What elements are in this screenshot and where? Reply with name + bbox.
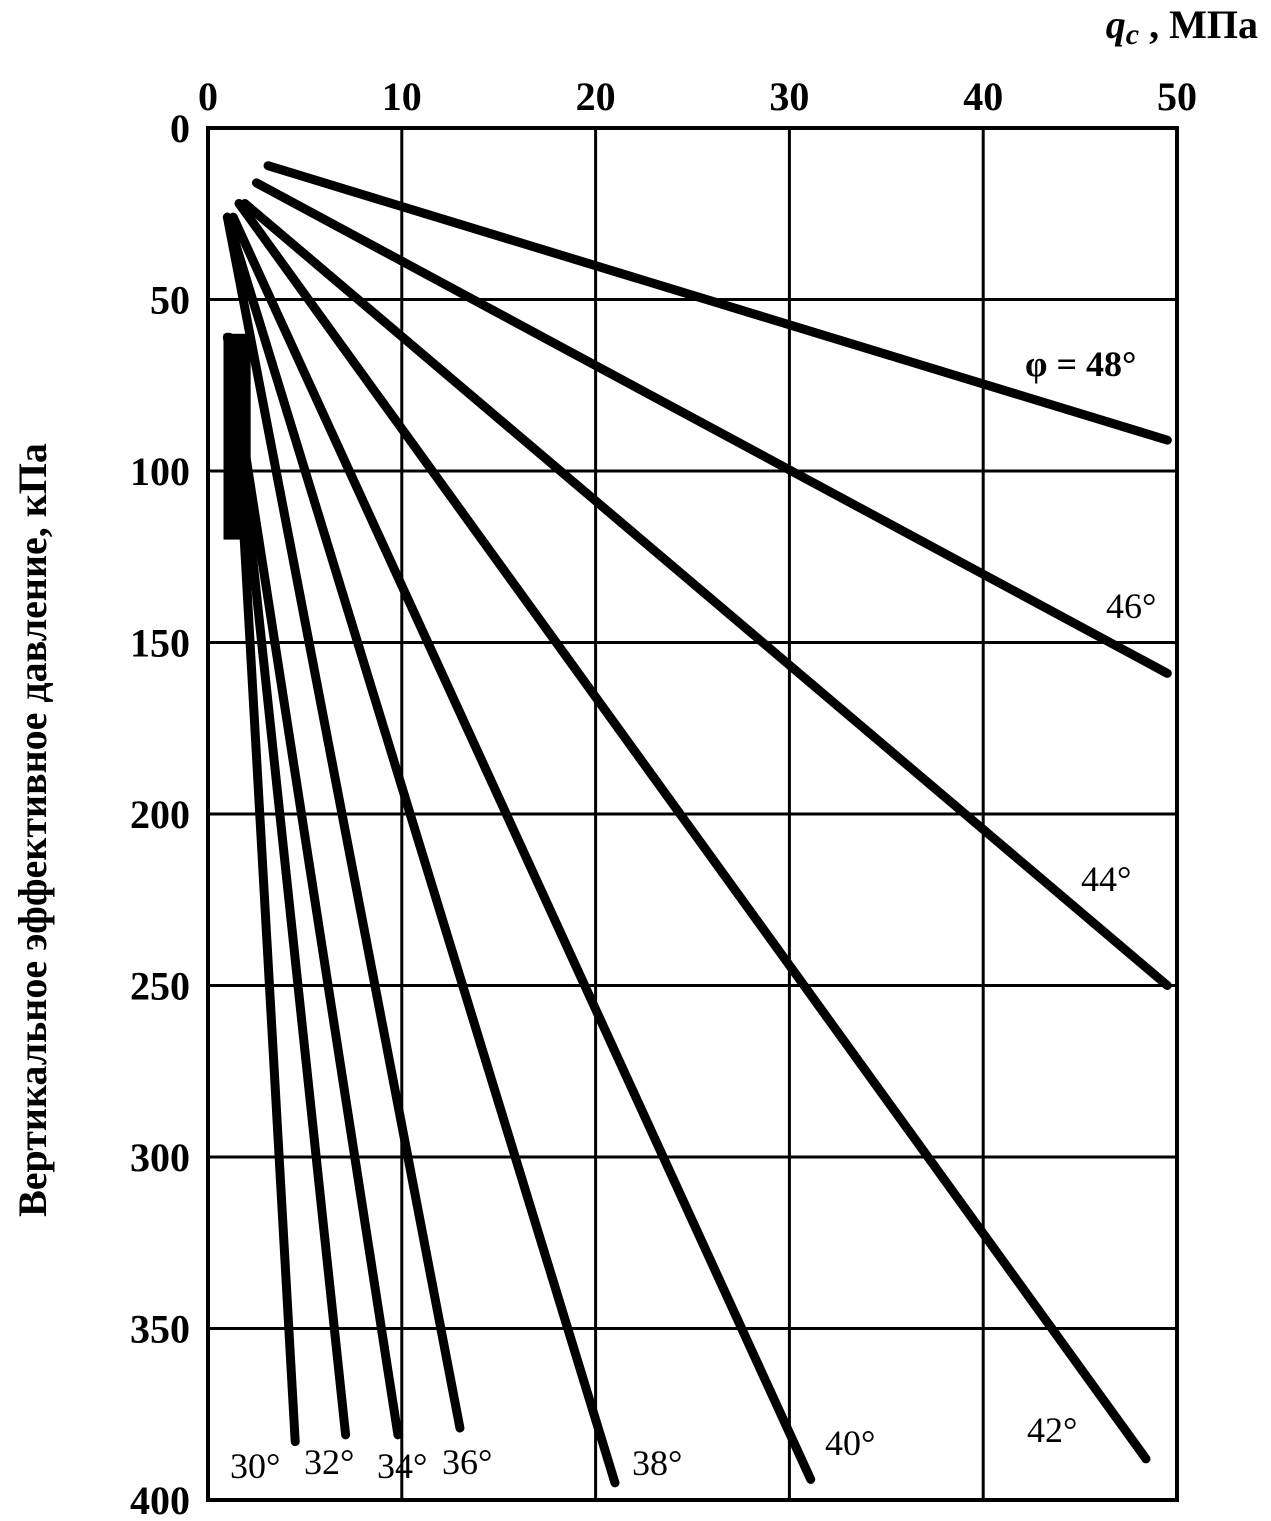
y-tick-label-150: 150 (130, 621, 190, 666)
y-tick-label-50: 50 (150, 278, 190, 323)
series-line-7 (222, 332, 403, 1440)
x-axis-title: qc , МПа (1106, 2, 1258, 51)
x-tick-label-40: 40 (963, 74, 1003, 119)
series-label-30: 30° (230, 1446, 280, 1486)
y-tick-label-400: 400 (130, 1478, 190, 1521)
y-axis-title: Вертикальное эффективное давление, кПа (10, 443, 55, 1217)
series-label-44: 44° (1081, 859, 1131, 899)
tick-labels: 0 10 20 30 40 50 0 50 100 150 200 250 300 350 400 (130, 74, 1197, 1521)
origin-cluster-mark (223, 333, 251, 540)
series-label-38: 38° (632, 1443, 682, 1483)
grid (206, 126, 1179, 1502)
y-tick-label-300: 300 (130, 1135, 190, 1180)
series-label-42: 42° (1027, 1410, 1077, 1450)
series-line-4 (228, 212, 816, 1484)
series-label-32: 32° (304, 1442, 354, 1482)
series-line-2 (240, 198, 1172, 990)
x-tick-label-30: 30 (769, 74, 809, 119)
series-lines (222, 161, 1172, 1488)
series-label-48: φ = 48° (1025, 344, 1136, 384)
series-label-46: 46° (1106, 586, 1156, 626)
series-line-5 (222, 212, 620, 1488)
x-tick-label-20: 20 (576, 74, 616, 119)
x-tick-label-0: 0 (198, 74, 218, 119)
series-label-34: 34° (377, 1446, 427, 1486)
y-tick-label-350: 350 (130, 1307, 190, 1352)
plot-frame (206, 126, 1179, 1502)
x-tick-label-10: 10 (382, 74, 422, 119)
y-tick-label-100: 100 (130, 449, 190, 494)
series-label-40: 40° (825, 1423, 875, 1463)
y-tick-label-250: 250 (130, 964, 190, 1009)
series-label-36: 36° (442, 1442, 492, 1482)
series-line-3 (234, 198, 1151, 1464)
x-tick-label-50: 50 (1157, 74, 1197, 119)
y-tick-label-0: 0 (170, 106, 190, 151)
y-tick-label-200: 200 (130, 792, 190, 837)
series-line-1 (251, 178, 1172, 678)
series-line-6 (222, 212, 465, 1433)
series-line-0 (263, 161, 1172, 445)
